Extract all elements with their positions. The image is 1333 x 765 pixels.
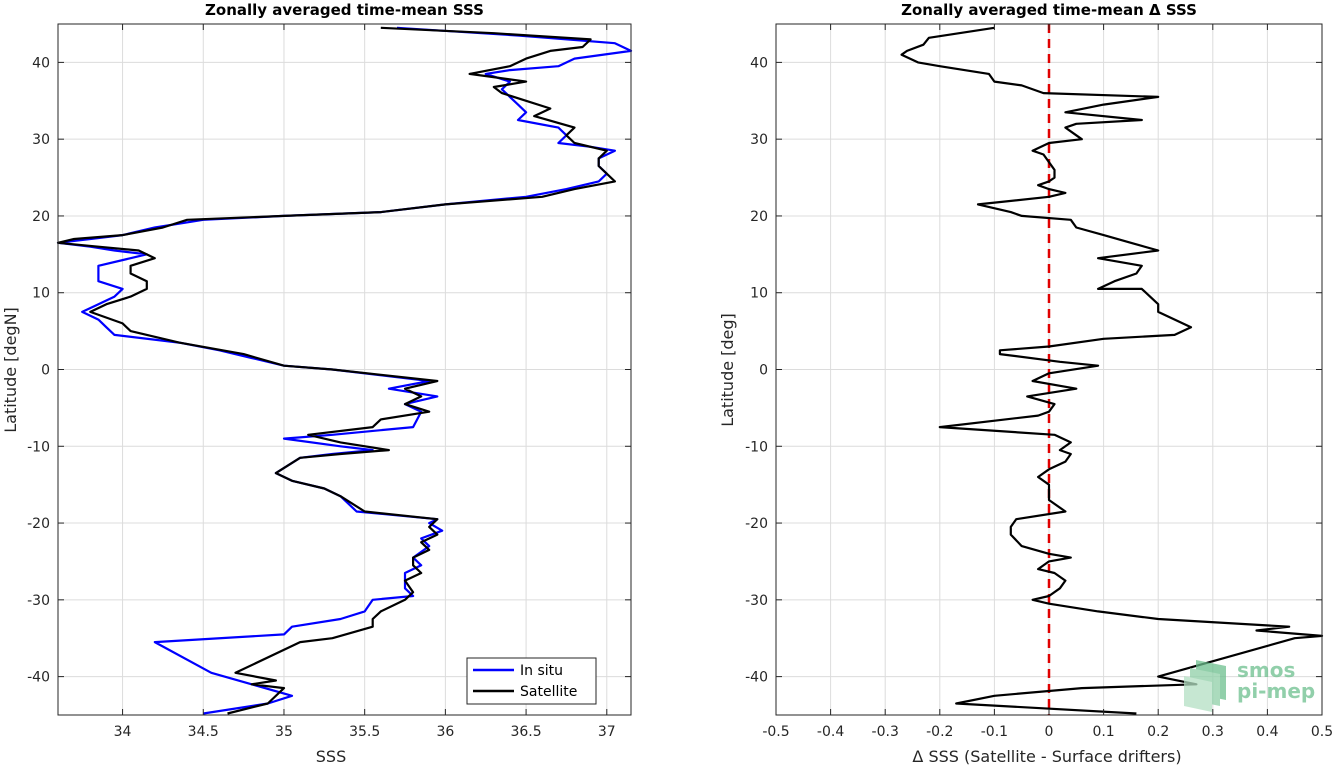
legend-satellite-label: Satellite [520,684,577,700]
sss-y-tick-label: 30 [32,132,50,148]
legend-box [466,657,597,705]
sss-series [56,26,633,715]
delta-sss-x-tick-label: -0.3 [872,724,899,740]
sss-y-axis-label: Latitude [degN] [1,307,20,433]
sss-x-tick-label: 36 [436,724,454,740]
delta-sss-x-tick-label: 0 [1045,724,1054,740]
delta-sss-y-tick-label: 20 [750,209,768,225]
legend-insitu-label: In situ [520,663,563,679]
sss-x-tick-label: 34 [114,724,132,740]
sss-chart-title: Zonally averaged time-mean SSS [205,1,484,19]
delta-sss-y-tick-label: -20 [745,516,768,532]
sss-y-tick-label: -40 [27,670,50,686]
delta-sss-x-axis-label: Δ SSS (Satellite - Surface drifters) [912,747,1181,765]
sss-x-tick-label: 35 [275,724,293,740]
delta-sss-y-tick-label: 0 [759,363,768,379]
smos-pimep-logo: smos pi-mep [1184,658,1315,712]
sss-series-line-satellite [56,26,617,715]
delta-sss-chart-title: Zonally averaged time-mean Δ SSS [901,1,1197,19]
delta-sss-x-tick-label: -0.4 [817,724,844,740]
sss-y-tick-label: -20 [27,516,50,532]
sss-y-tick-label: 10 [32,286,50,302]
delta-sss-x-tick-label: 0.1 [1092,724,1114,740]
sss-y-tick-label: 20 [32,209,50,225]
delta-sss-y-axis-label: Latitude [deg] [718,313,737,427]
delta-sss-x-tick-label: -0.5 [762,724,789,740]
delta-sss-y-tick-label: -40 [745,670,768,686]
sss-x-tick-label: 34.5 [188,724,219,740]
sss-y-tick-label: 40 [32,55,50,71]
sss-ticks: 34 34.5 35 35.5 36 36.5 37 -40 -30 -20 -10 0 10 20 30 4… [27,24,631,740]
delta-sss-x-tick-label: -0.2 [926,724,953,740]
delta-sss-x-tick-label: 0.4 [1256,724,1278,740]
delta-sss-x-tick-label: 0.2 [1147,724,1169,740]
logo-line1: smos [1237,658,1295,682]
logo-mark-icon [1184,660,1226,712]
delta-sss-y-tick-label: -10 [745,439,768,455]
sss-y-tick-label: -10 [27,439,50,455]
sss-x-axis-label: SSS [316,747,346,765]
sss-x-tick-label: 35.5 [349,724,380,740]
sss-x-tick-label: 36.5 [510,724,541,740]
delta-sss-panel: -0.5 -0.4 -0.3 -0.2 -0.1 0 0.1 0.2 0.3 0.4 0.5 -40 -… [718,1,1333,765]
delta-sss-y-tick-label: 30 [750,132,768,148]
sss-x-tick-label: 37 [598,724,616,740]
delta-sss-series-line-0 [900,26,1324,715]
legend: In situ Satellite [466,657,597,705]
sss-y-tick-label: -30 [27,593,50,609]
sss-y-tick-label: 0 [41,363,50,379]
logo-line2: pi-mep [1237,679,1315,703]
sss-series-line-in-situ [56,26,633,715]
delta-sss-y-tick-label: 40 [750,55,768,71]
delta-sss-x-tick-label: 0.3 [1202,724,1224,740]
delta-sss-y-tick-label: -30 [745,593,768,609]
delta-sss-ticks: -0.5 -0.4 -0.3 -0.2 -0.1 0 0.1 0.2 0.3 0.4 0.5 -40 -… [745,24,1333,740]
delta-sss-series [900,26,1324,715]
delta-sss-x-tick-label: 0.5 [1311,724,1333,740]
sss-panel: 34 34.5 35 35.5 36 36.5 37 -40 -30 -20 -10 0 10 20 30 4… [1,1,633,765]
delta-sss-y-tick-label: 10 [750,286,768,302]
delta-sss-x-tick-label: -0.1 [981,724,1008,740]
